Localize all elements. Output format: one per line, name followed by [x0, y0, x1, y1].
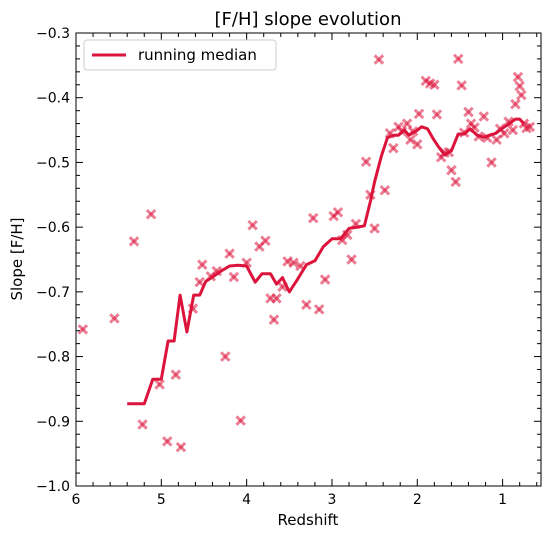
- x-tick-labels: 6 5 4 3 2 1: [72, 492, 508, 508]
- data-point: [235, 415, 246, 426]
- x-tick-label: 4: [242, 492, 251, 508]
- x-tick-label: 5: [157, 492, 166, 508]
- data-point: [429, 79, 440, 91]
- y-tick-label: −0.6: [36, 220, 70, 236]
- data-point: [446, 164, 457, 176]
- data-point: [77, 324, 89, 335]
- data-point: [360, 156, 372, 168]
- data-point: [260, 235, 271, 246]
- legend: running median: [83, 39, 277, 71]
- data-point: [197, 259, 208, 270]
- x-tick-label: 2: [413, 492, 422, 508]
- data-point: [271, 293, 282, 304]
- y-tick-label: −0.4: [36, 91, 70, 107]
- data-point: [514, 80, 525, 92]
- y-tick-label: −0.3: [36, 26, 70, 42]
- y-axis-label: Slope [F/H]: [8, 217, 26, 300]
- data-point: [516, 89, 527, 101]
- y-tick-label: −0.7: [36, 285, 70, 301]
- x-axis-label: Redshift: [278, 511, 339, 529]
- legend-label: running median: [138, 46, 257, 64]
- data-point: [247, 219, 258, 231]
- x-tick-label: 3: [328, 492, 337, 508]
- data-point: [211, 265, 223, 277]
- data-point: [512, 71, 524, 83]
- data-point: [450, 176, 461, 188]
- y-tick-label: −0.8: [36, 350, 70, 366]
- x-tick-label: 6: [72, 492, 81, 508]
- data-point: [313, 304, 325, 315]
- median-line-layer: [127, 117, 525, 406]
- data-point: [478, 111, 490, 122]
- data-point: [379, 184, 391, 196]
- data-point: [307, 212, 319, 224]
- data-point: [507, 124, 519, 136]
- data-point: [452, 53, 464, 65]
- chart-title: [F/H] slope evolution: [215, 9, 402, 30]
- data-point: [162, 436, 173, 447]
- data-point: [288, 257, 299, 268]
- data-point: [346, 254, 357, 265]
- data-point: [220, 351, 231, 362]
- data-point: [412, 139, 423, 150]
- data-point: [170, 369, 182, 380]
- data-point: [109, 313, 120, 324]
- data-point: [175, 441, 187, 453]
- data-point: [524, 121, 536, 133]
- plot-frame: [75, 32, 542, 487]
- data-point: [413, 108, 425, 120]
- data-point: [431, 109, 443, 120]
- data-point: [510, 98, 521, 110]
- data-point: [224, 248, 235, 259]
- data-point: [456, 80, 467, 91]
- data-point: [145, 208, 157, 220]
- data-point: [319, 274, 331, 285]
- y-tick-labels: −1.0 −0.9 −0.8 −0.7 −0.6 −0.5 −0.4 −0.3: [36, 26, 70, 495]
- axis-ticks: [75, 32, 541, 487]
- data-point: [301, 299, 312, 311]
- data-point: [491, 134, 502, 146]
- y-tick-label: −1.0: [36, 479, 70, 495]
- data-point: [463, 106, 474, 118]
- legend-box: [83, 39, 277, 71]
- data-point: [154, 379, 165, 390]
- x-tick-label: 1: [498, 492, 507, 508]
- data-point: [369, 223, 380, 234]
- data-point: [373, 54, 385, 65]
- data-point: [332, 206, 344, 218]
- data-point: [228, 271, 240, 283]
- data-point: [194, 276, 205, 288]
- data-point: [137, 419, 148, 430]
- data-point: [388, 142, 399, 154]
- data-point: [128, 236, 140, 247]
- data-point: [405, 134, 416, 146]
- data-point: [486, 157, 497, 168]
- y-tick-label: −0.5: [36, 155, 70, 171]
- data-point: [268, 314, 280, 325]
- y-tick-label: −0.9: [36, 414, 70, 430]
- median-line: [127, 117, 525, 406]
